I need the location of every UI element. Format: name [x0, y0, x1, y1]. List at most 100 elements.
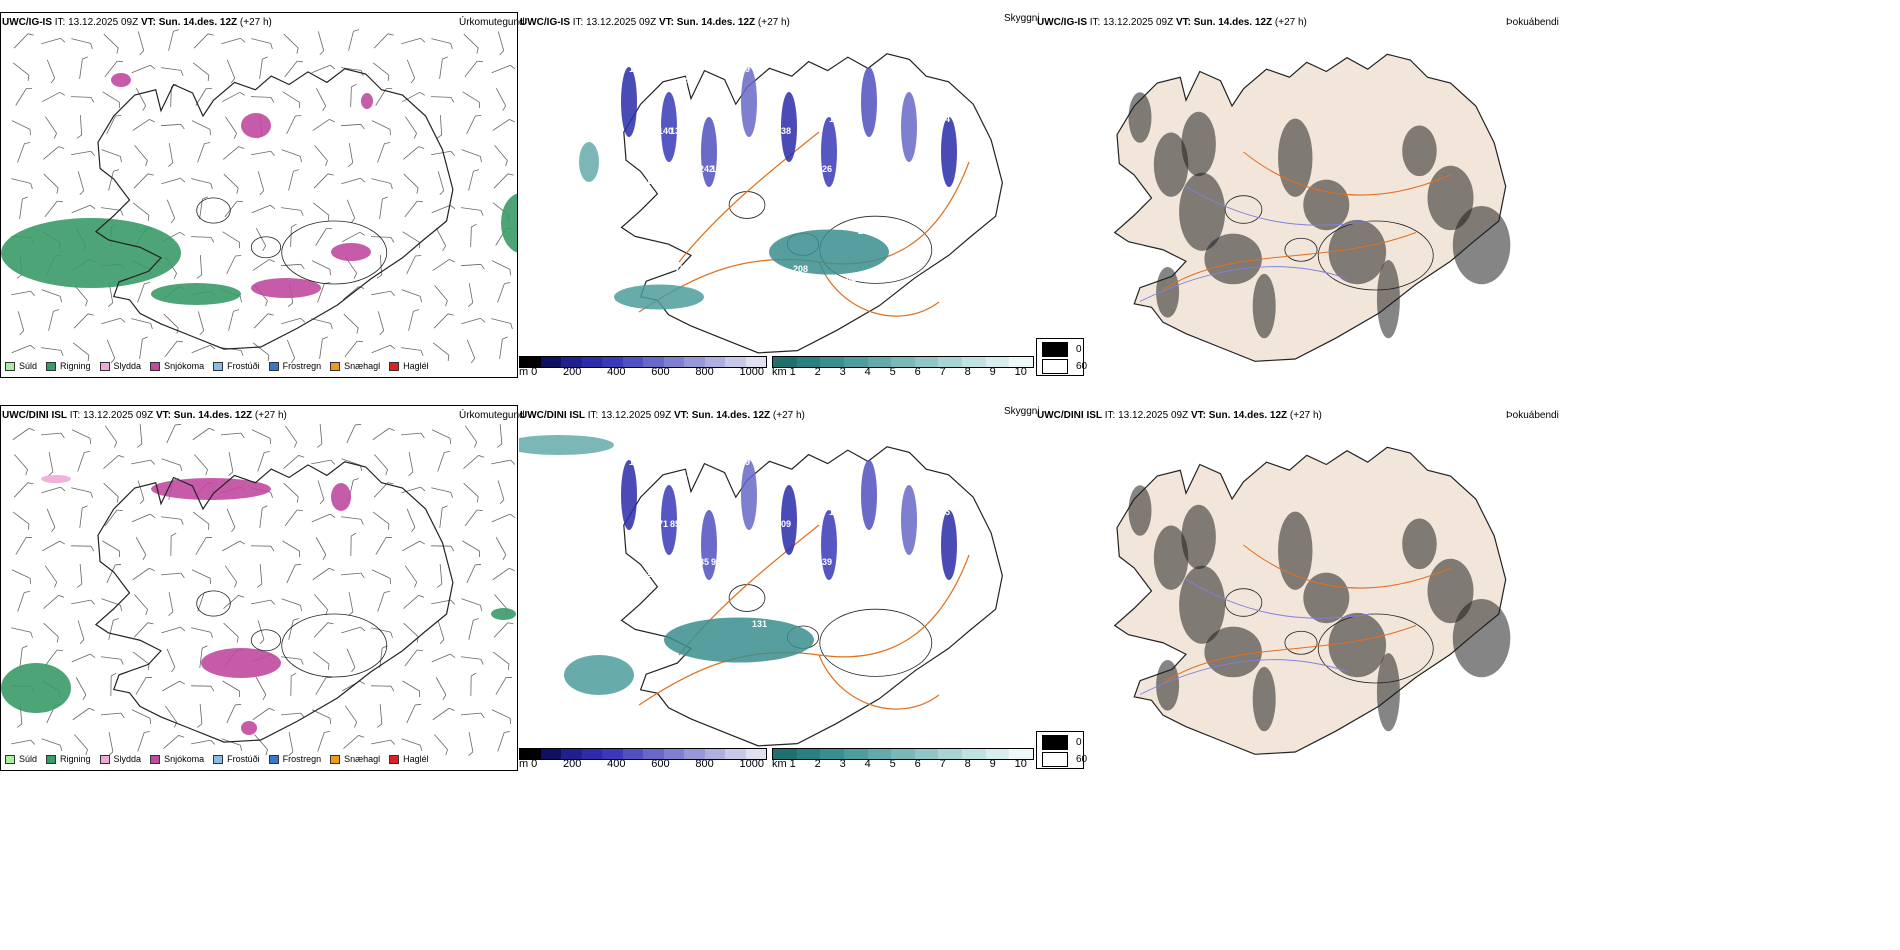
wind-barb — [251, 38, 273, 50]
precip-legend-1: Súld Rigning Slydda Snjókoma Frostúði Frostre… — [5, 361, 429, 371]
wind-barb — [199, 196, 208, 219]
colorbar-cell — [725, 749, 746, 759]
precip-area — [491, 608, 516, 620]
wind-barb — [431, 599, 456, 605]
wind-barb — [284, 509, 303, 527]
wind-barb — [377, 311, 385, 336]
precip-map-1 — [1, 29, 517, 364]
wind-barb — [17, 590, 31, 612]
wind-barb — [257, 620, 265, 645]
wind-barb — [104, 425, 118, 448]
colorbar-tick: 7 — [939, 758, 946, 770]
wind-barb — [11, 290, 35, 296]
ceiling-value-label: 83 — [682, 76, 692, 86]
fog-legend-row-high: 60 — [1042, 359, 1087, 374]
low-ceiling-area — [861, 460, 877, 530]
wind-barb — [497, 31, 505, 56]
colorbar-cell — [622, 749, 643, 759]
legend-item: Snæhagl — [330, 754, 380, 764]
wind-barb — [70, 96, 95, 103]
fog-dark-area — [1179, 565, 1226, 644]
colorbar-unit: km — [772, 366, 787, 378]
wind-barb — [439, 505, 448, 528]
ceiling-value-label: 106 — [711, 164, 726, 174]
ceiling-value-label: 98 — [723, 507, 733, 517]
fog-legend-row-low: 0 — [1042, 342, 1082, 357]
ceiling-value-label: 182 — [841, 457, 856, 467]
precip-area — [361, 93, 373, 109]
wind-barb — [492, 651, 510, 670]
wind-barb — [348, 143, 354, 167]
header-fog-2: UWC/DINI ISL IT: 13.12.2025 09Z VT: Sun.… — [1037, 410, 1322, 421]
low-ceiling-area — [901, 92, 917, 162]
wind-barb — [223, 595, 245, 609]
wind-barb — [371, 344, 396, 354]
wind-barb — [11, 569, 32, 585]
fog-dark-area — [1179, 172, 1226, 251]
wind-barb — [311, 64, 336, 74]
wind-barb — [281, 317, 306, 325]
wind-barb — [402, 231, 420, 249]
wind-barb — [101, 598, 123, 612]
colorbar-cell — [962, 357, 986, 367]
ceiling-value-label: 85 — [699, 557, 709, 567]
wind-barb — [199, 645, 208, 668]
wind-barb — [132, 567, 155, 581]
low-ceiling-area — [821, 117, 837, 187]
ceiling-value-label: 273 — [646, 569, 661, 579]
colorbar-tick: 9 — [989, 758, 996, 770]
wind-barb — [344, 340, 363, 358]
fog-panel-2 — [1036, 405, 1556, 775]
ceiling-value-label: 126 — [817, 164, 832, 174]
precip-area — [151, 283, 241, 305]
wind-barb — [432, 259, 455, 271]
wind-barb — [255, 677, 267, 700]
island-outline — [1113, 53, 1511, 362]
wind-barb — [76, 564, 83, 588]
colorbar-tick: 10 — [1014, 758, 1027, 770]
wind-barb — [166, 648, 176, 673]
low-ceiling-area — [661, 485, 677, 555]
colorbar-tick: 0 — [531, 366, 538, 378]
wind-barb — [166, 423, 182, 444]
legend-swatch — [213, 754, 224, 764]
colorbar-tick: 600 — [651, 758, 670, 770]
legend-swatch — [330, 361, 341, 371]
wind-barb — [316, 424, 323, 448]
ceiling-value-label: 105 — [728, 276, 743, 286]
wind-barb — [343, 313, 359, 334]
wind-barb — [402, 540, 425, 552]
ceiling-value-label: 134 — [682, 469, 697, 479]
wind-barb — [191, 739, 216, 745]
wind-barb — [401, 37, 426, 45]
wind-barb — [43, 173, 59, 194]
wind-barb — [370, 236, 395, 243]
wind-barb — [373, 482, 394, 498]
wind-barb — [41, 486, 66, 494]
ceiling-value-label: 137 — [670, 126, 685, 136]
wind-barb — [13, 33, 34, 49]
wind-barb — [401, 347, 424, 356]
wind-barb — [468, 732, 474, 757]
wind-barb — [288, 618, 299, 640]
ceiling-value-label: 588 — [752, 226, 767, 236]
wind-barb — [408, 452, 414, 477]
wind-barb — [281, 598, 303, 612]
wind-barb — [77, 450, 91, 472]
legend-label: Frostúði — [227, 361, 260, 371]
fog-dark-area — [1181, 111, 1216, 177]
wind-barb — [315, 228, 333, 246]
wind-barb — [228, 309, 240, 331]
wind-barb — [315, 87, 327, 112]
legend-label: Frostregn — [282, 361, 322, 371]
ceiling-value-label: 103 — [829, 507, 844, 517]
wind-barb — [463, 482, 479, 503]
ceiling-value-label: 69 — [882, 519, 892, 529]
wind-barb — [431, 150, 455, 156]
wind-barb — [280, 263, 305, 270]
wind-barb — [317, 480, 325, 505]
ceiling-value-label: 116 — [894, 469, 909, 479]
wind-barb — [431, 38, 453, 50]
wind-barb — [221, 37, 246, 45]
colorbar-tick: 600 — [651, 366, 670, 378]
